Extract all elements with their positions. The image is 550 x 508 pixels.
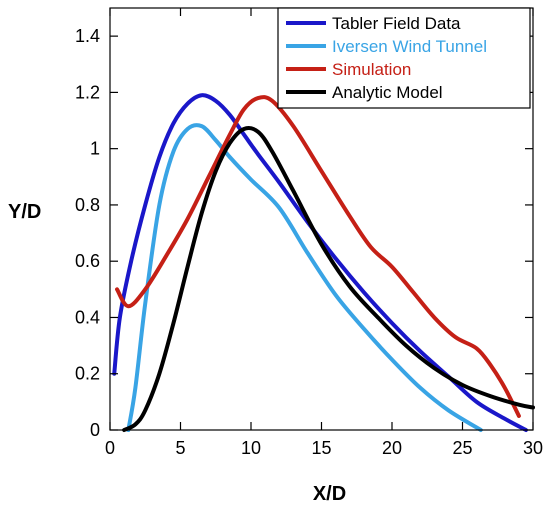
y-tick-label: 1.4 bbox=[75, 26, 100, 46]
y-tick-label: 0.2 bbox=[75, 364, 100, 384]
legend: Tabler Field Data Iversen Wind Tunnel Simu… bbox=[277, 7, 531, 109]
y-tick-label: 0.8 bbox=[75, 195, 100, 215]
y-tick-label: 1.2 bbox=[75, 82, 100, 102]
x-tick-label: 0 bbox=[105, 438, 115, 458]
y-tick-label: 1 bbox=[90, 139, 100, 159]
x-axis-title: X/D bbox=[313, 483, 346, 505]
legend-label-3: Simulation bbox=[332, 60, 411, 79]
y-tick-label: 0 bbox=[90, 420, 100, 440]
x-tick-label: 10 bbox=[241, 438, 261, 458]
series-line-2 bbox=[126, 123, 483, 432]
y-axis-title: Y/D bbox=[8, 201, 41, 223]
series-layer bbox=[112, 93, 535, 432]
legend-label-4: Analytic Model bbox=[332, 83, 443, 102]
x-tick-label: 25 bbox=[452, 438, 472, 458]
legend-label-1: Tabler Field Data bbox=[332, 14, 461, 33]
x-tick-label: 30 bbox=[523, 438, 543, 458]
axis-tick-labels: 0 5 10 15 20 25 30 0 0.2 0.4 0.6 0.8 1 1.2 1.4 bbox=[75, 26, 543, 458]
series-line-4 bbox=[122, 126, 535, 432]
x-tick-label: 5 bbox=[175, 438, 185, 458]
series-line-1 bbox=[112, 93, 528, 432]
y-tick-label: 0.6 bbox=[75, 251, 100, 271]
x-tick-label: 20 bbox=[382, 438, 402, 458]
y-tick-label: 0.4 bbox=[75, 307, 100, 327]
x-tick-label: 15 bbox=[311, 438, 331, 458]
series-line-3 bbox=[115, 95, 521, 418]
legend-label-2: Iversen Wind Tunnel bbox=[332, 37, 487, 56]
